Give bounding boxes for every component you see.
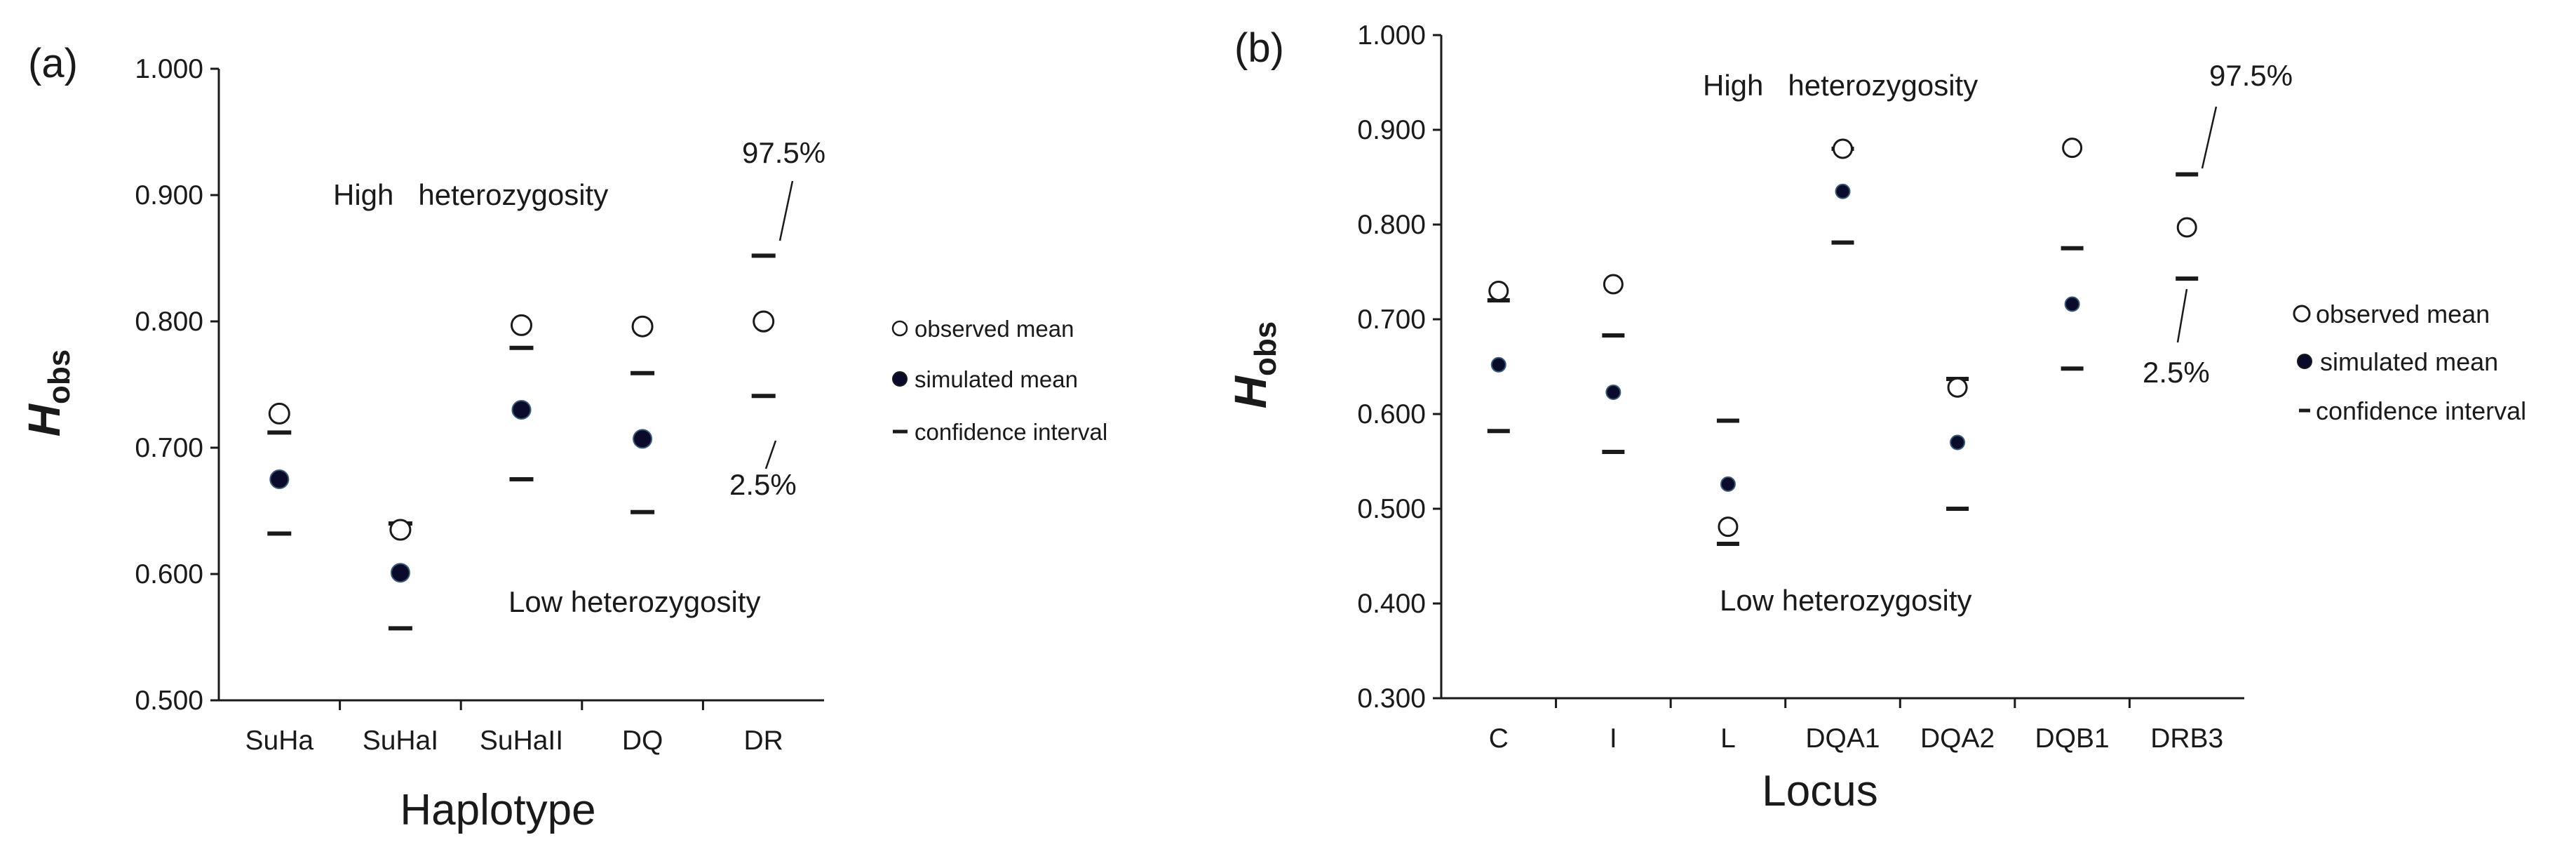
panel-a-legend: observed mean simulated mean confidence … <box>891 316 1107 445</box>
panel-a-y-ticks: 0.500 0.600 0.700 0.800 0.900 1.000 <box>135 54 219 716</box>
panel-a-x-tick-label: DQ <box>622 726 663 756</box>
panel-a-x-tick-label: SuHaI <box>363 726 438 756</box>
panel-b-label: (b) <box>1234 25 1284 71</box>
panel-a-x-tick-label: DR <box>744 726 783 756</box>
panel-b-y-tick-label: 0.800 <box>1357 210 1426 240</box>
panel-b-low-annotation: Low heterozygosity <box>1720 584 1972 617</box>
panel-a-legend-simulated-marker <box>892 371 908 387</box>
panel-a-x-axis-label: Haplotype <box>400 786 595 834</box>
panel-a-y-tick-label: 0.800 <box>135 307 203 337</box>
panel-a-high-annotation: High heterozygosity <box>333 178 608 211</box>
panel-a-simulated-point <box>390 563 410 583</box>
panel-a-observed-point <box>753 310 775 333</box>
panel-b-observed-point <box>1488 281 1509 301</box>
panel-b-observed-point <box>1947 377 1968 398</box>
panel-b-y-tick-label: 1.000 <box>1357 20 1426 51</box>
panel-a-observed-point <box>268 402 290 425</box>
panel-b-x-tick-label: I <box>1610 723 1617 754</box>
panel-b-observed-point <box>1718 516 1739 538</box>
panel-b-observed-point <box>1833 138 1853 159</box>
panel-a-observed-point <box>389 519 412 541</box>
panel-b-y-axis-label-main: H <box>1225 375 1276 408</box>
panel-b-x-tick-label: DQA2 <box>1920 723 1995 754</box>
panel-b-simulated-point <box>1490 356 1506 373</box>
panel-a-x-ticks: SuHa SuHaI SuHaII DQ DR <box>245 700 783 756</box>
panel-b-x-axis-label: Locus <box>1762 767 1877 815</box>
panel-b-x-tick-label: DRB3 <box>2150 723 2223 754</box>
panel-b-simulated-point <box>1720 476 1736 492</box>
panel-b-legend-ci: confidence interval <box>2316 396 2526 425</box>
panel-b-observed-point <box>1603 274 1624 295</box>
panel-b-lower-pct-leader <box>2176 288 2188 343</box>
panel-a-y-tick-label: 1.000 <box>135 54 203 84</box>
panel-a-y-axis-label-sub: obs <box>42 349 76 404</box>
panel-b-legend-observed-marker <box>2293 305 2311 323</box>
panel-a-legend-observed: observed mean <box>915 316 1074 342</box>
panel-a-legend-ci: confidence interval <box>915 419 1107 445</box>
panel-a-upper-pct-leader <box>778 180 794 241</box>
panel-b: (b) 0.300 0.400 0.500 0.600 0.700 0.800 0.900 1… <box>1225 20 2526 815</box>
panel-b-legend-observed: observed mean <box>2316 300 2490 328</box>
panel-a-marks <box>267 253 776 631</box>
panel-a-y-tick-label: 0.500 <box>135 686 203 716</box>
panel-b-upper-pct-leader <box>2201 106 2218 169</box>
panel-b-y-axis-label: Hobs <box>1225 321 1283 408</box>
panel-a-legend-simulated: simulated mean <box>915 366 1078 392</box>
panel-b-y-tick-label: 0.500 <box>1357 494 1426 524</box>
panel-a-legend-observed-marker <box>891 320 908 337</box>
panel-b-y-ticks: 0.300 0.400 0.500 0.600 0.700 0.800 0.900 1.000 <box>1357 20 1441 714</box>
panel-b-y-tick-label: 0.400 <box>1357 589 1426 619</box>
panel-a-observed-point <box>631 315 654 338</box>
panel-a-low-annotation: Low heterozygosity <box>508 585 761 618</box>
panel-a-lower-pct-leader <box>764 440 777 469</box>
panel-b-y-tick-label: 0.300 <box>1357 683 1426 714</box>
panel-b-simulated-point <box>1950 434 1966 451</box>
panel-b-x-tick-label: C <box>1489 723 1509 754</box>
panel-b-x-ticks: C I L DQA1 DQA2 DQB1 DRB3 <box>1489 698 2223 754</box>
panel-a-y-tick-label: 0.700 <box>135 433 203 463</box>
panel-a-upper-pct-label: 97.5% <box>742 136 825 169</box>
panel-b-upper-pct-label: 97.5% <box>2209 59 2293 92</box>
panel-b-x-tick-label: DQA1 <box>1805 723 1880 754</box>
panel-a-simulated-point <box>511 400 532 420</box>
panel-b-marks <box>1487 138 2199 546</box>
panel-a-x-tick-label: SuHa <box>245 726 314 756</box>
panel-b-observed-point <box>2176 217 2197 238</box>
panel-a-label: (a) <box>28 41 78 86</box>
panel-a-y-axis-label-main: H <box>19 403 69 436</box>
panel-a-x-tick-label: SuHaII <box>480 726 563 756</box>
panel-b-y-axis-label-sub: obs <box>1248 321 1283 376</box>
panel-b-high-annotation: High heterozygosity <box>1703 69 1978 102</box>
panel-b-simulated-point <box>1835 183 1851 199</box>
panel-a-y-axis-label: Hobs <box>19 349 76 436</box>
panel-b-lower-pct-label: 2.5% <box>2143 356 2210 389</box>
panel-b-legend-simulated: simulated mean <box>2320 347 2498 376</box>
panel-b-y-tick-label: 0.600 <box>1357 399 1426 429</box>
panel-b-observed-point <box>2062 138 2083 159</box>
panel-b-x-tick-label: L <box>1720 723 1736 754</box>
panel-b-legend-simulated-marker <box>2297 354 2312 369</box>
panel-a-simulated-point <box>269 469 290 489</box>
panel-b-simulated-point <box>2064 296 2080 312</box>
panel-a-simulated-point <box>633 429 653 449</box>
panel-b-simulated-point <box>1605 384 1621 400</box>
panel-b-y-tick-label: 0.900 <box>1357 115 1426 145</box>
panel-b-x-tick-label: DQB1 <box>2035 723 2110 754</box>
panel-b-y-tick-label: 0.700 <box>1357 305 1426 335</box>
panel-a-observed-point <box>511 314 532 336</box>
panel-a-lower-pct-label: 2.5% <box>729 468 797 501</box>
panel-a-y-tick-label: 0.900 <box>135 180 203 211</box>
panel-a-y-tick-label: 0.600 <box>135 559 203 589</box>
panel-b-legend: observed mean simulated mean confidence … <box>2293 300 2526 425</box>
